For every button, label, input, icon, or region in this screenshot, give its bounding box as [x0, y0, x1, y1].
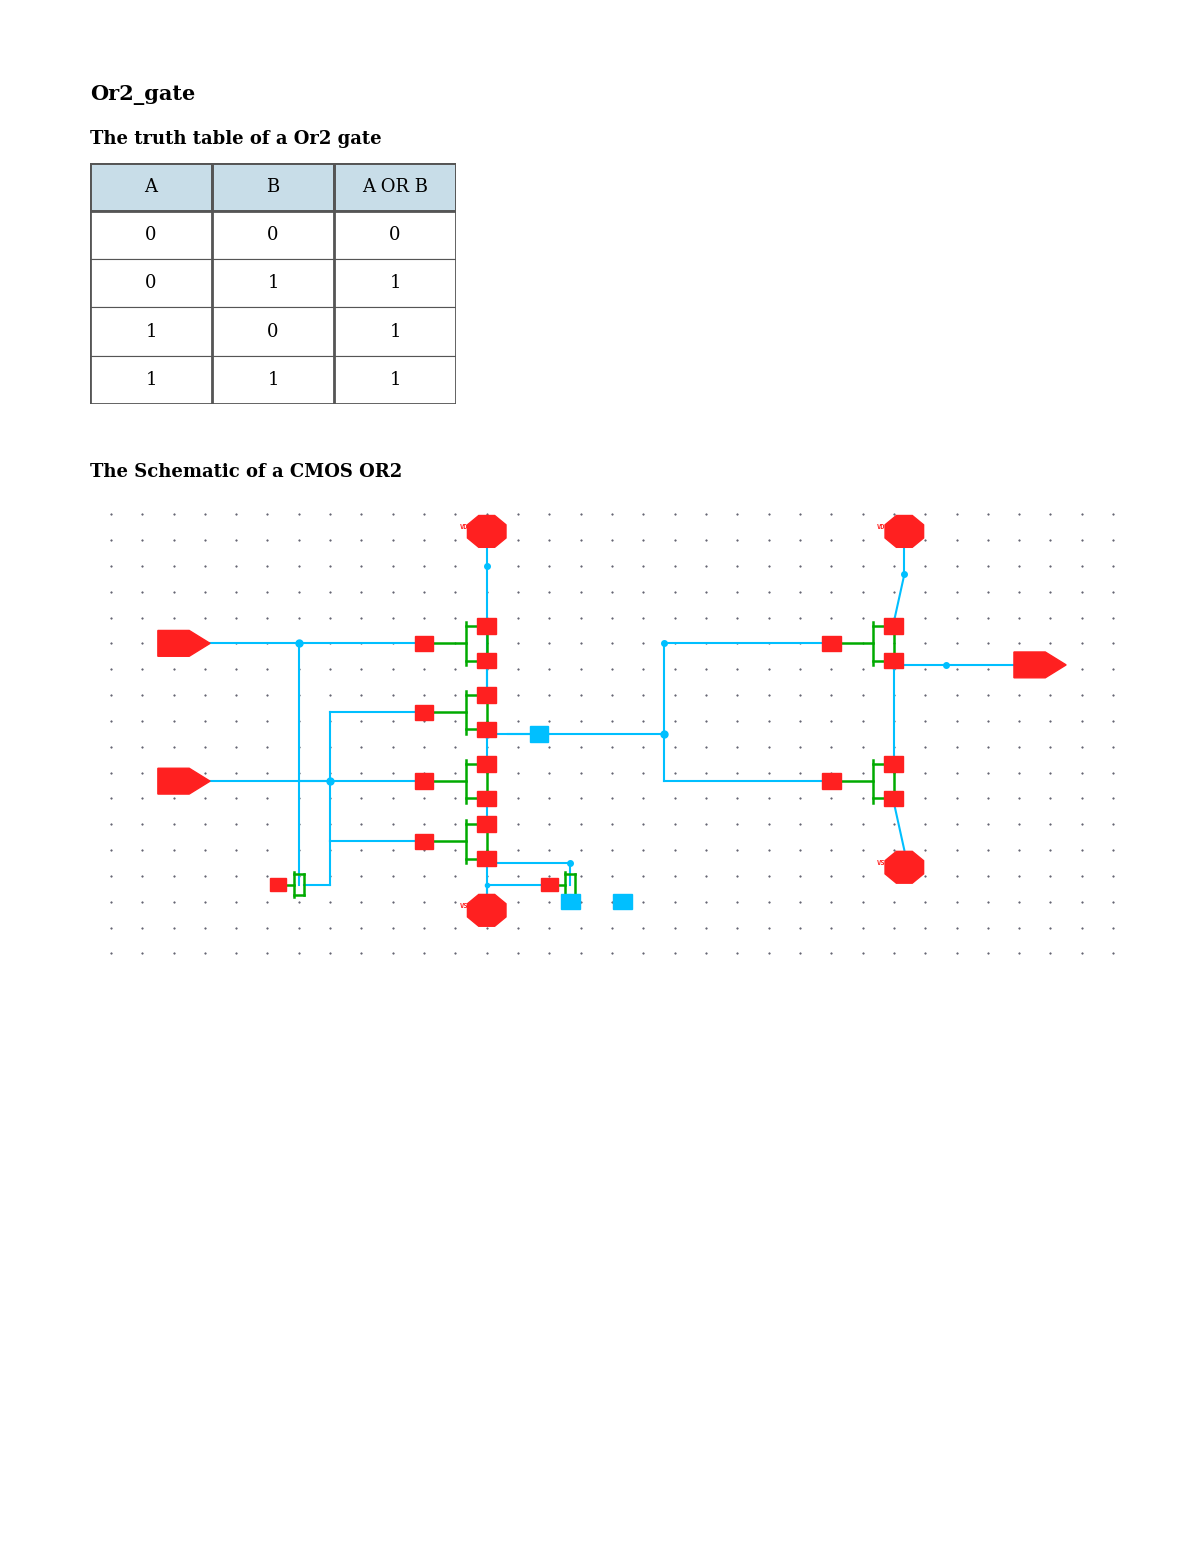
- Text: 1: 1: [145, 323, 157, 340]
- Text: 1: 1: [389, 323, 401, 340]
- Bar: [560, 895, 580, 910]
- Bar: [478, 722, 496, 738]
- Bar: [90, 163, 212, 211]
- Bar: [613, 895, 632, 910]
- Text: Va: Va: [179, 637, 188, 646]
- Text: A OR B: A OR B: [362, 179, 428, 196]
- Bar: [90, 307, 212, 356]
- Text: 0: 0: [268, 227, 278, 244]
- Text: 1: 1: [389, 275, 401, 292]
- Text: The truth table of a Or2 gate: The truth table of a Or2 gate: [90, 130, 382, 149]
- Bar: [212, 211, 334, 259]
- Bar: [884, 756, 904, 772]
- Bar: [529, 727, 548, 741]
- Text: 1: 1: [268, 371, 278, 388]
- Bar: [415, 773, 433, 789]
- Text: B: B: [266, 179, 280, 196]
- Text: 0: 0: [268, 323, 278, 340]
- Bar: [90, 356, 212, 404]
- Text: 1: 1: [145, 371, 157, 388]
- Text: The Schematic of a CMOS OR2: The Schematic of a CMOS OR2: [90, 463, 402, 481]
- Polygon shape: [886, 851, 924, 884]
- Polygon shape: [158, 631, 210, 657]
- Polygon shape: [1014, 652, 1066, 677]
- Text: VDD: VDD: [460, 523, 473, 530]
- Text: A: A: [144, 179, 157, 196]
- Bar: [415, 834, 433, 849]
- Bar: [478, 688, 496, 704]
- Text: VSS: VSS: [877, 860, 890, 865]
- Text: 1: 1: [389, 371, 401, 388]
- Polygon shape: [468, 516, 506, 547]
- Text: Y: Y: [1038, 658, 1043, 668]
- Bar: [478, 652, 496, 668]
- Text: 0: 0: [145, 227, 157, 244]
- Bar: [822, 635, 841, 651]
- Bar: [90, 259, 212, 307]
- Bar: [334, 211, 456, 259]
- Polygon shape: [886, 516, 924, 547]
- Polygon shape: [158, 769, 210, 794]
- Bar: [478, 790, 496, 806]
- Bar: [884, 652, 904, 668]
- Text: 1: 1: [268, 275, 278, 292]
- Bar: [884, 790, 904, 806]
- Bar: [212, 163, 334, 211]
- Bar: [541, 877, 558, 891]
- Bar: [415, 705, 433, 721]
- Bar: [884, 618, 904, 634]
- Bar: [334, 163, 456, 211]
- Text: 0: 0: [389, 227, 401, 244]
- Bar: [212, 356, 334, 404]
- Bar: [478, 851, 496, 867]
- Bar: [334, 259, 456, 307]
- Bar: [478, 618, 496, 634]
- Polygon shape: [468, 895, 506, 926]
- Bar: [334, 307, 456, 356]
- Bar: [212, 307, 334, 356]
- Bar: [478, 817, 496, 832]
- Text: VSS: VSS: [460, 902, 473, 909]
- Bar: [90, 211, 212, 259]
- Text: VDD: VDD: [877, 523, 890, 530]
- Bar: [415, 635, 433, 651]
- Text: Or2_gate: Or2_gate: [90, 85, 196, 106]
- Text: Vb: Vb: [179, 775, 188, 784]
- Bar: [822, 773, 841, 789]
- Bar: [270, 877, 287, 891]
- Text: 0: 0: [145, 275, 157, 292]
- Bar: [334, 356, 456, 404]
- Bar: [212, 259, 334, 307]
- Bar: [478, 756, 496, 772]
